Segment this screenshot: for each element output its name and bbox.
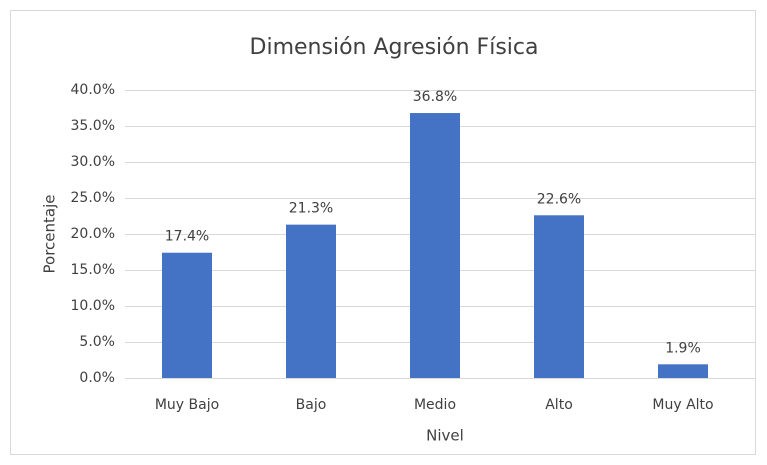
x-tick-label: Muy Bajo [155,397,219,413]
y-tick-label: 30.0% [71,154,115,170]
x-axis-label: Nivel [426,427,464,445]
y-axis-label: Porcentaje [41,195,59,274]
bar [658,364,708,378]
y-tick-label: 10.0% [71,298,115,314]
y-tick-label: 5.0% [79,334,115,350]
bar [534,215,584,378]
bar [410,113,460,378]
bar [162,252,212,378]
y-tick-label: 35.0% [71,118,115,134]
data-label: 22.6% [537,191,581,207]
chart-border [10,10,756,455]
x-tick-label: Bajo [296,397,327,413]
chart-title: Dimensión Agresión Física [250,35,539,60]
x-tick-label: Muy Alto [652,397,713,413]
y-tick-label: 15.0% [71,262,115,278]
data-label: 21.3% [289,201,333,217]
y-tick-label: 20.0% [71,226,115,242]
bar [286,224,336,378]
y-tick-label: 25.0% [71,190,115,206]
y-tick-label: 40.0% [71,82,115,98]
data-label: 36.8% [413,89,457,105]
x-tick-label: Medio [414,397,456,413]
data-label: 17.4% [165,229,209,245]
x-tick-label: Alto [545,397,573,413]
y-tick-label: 0.0% [79,370,115,386]
data-label: 1.9% [665,340,701,356]
